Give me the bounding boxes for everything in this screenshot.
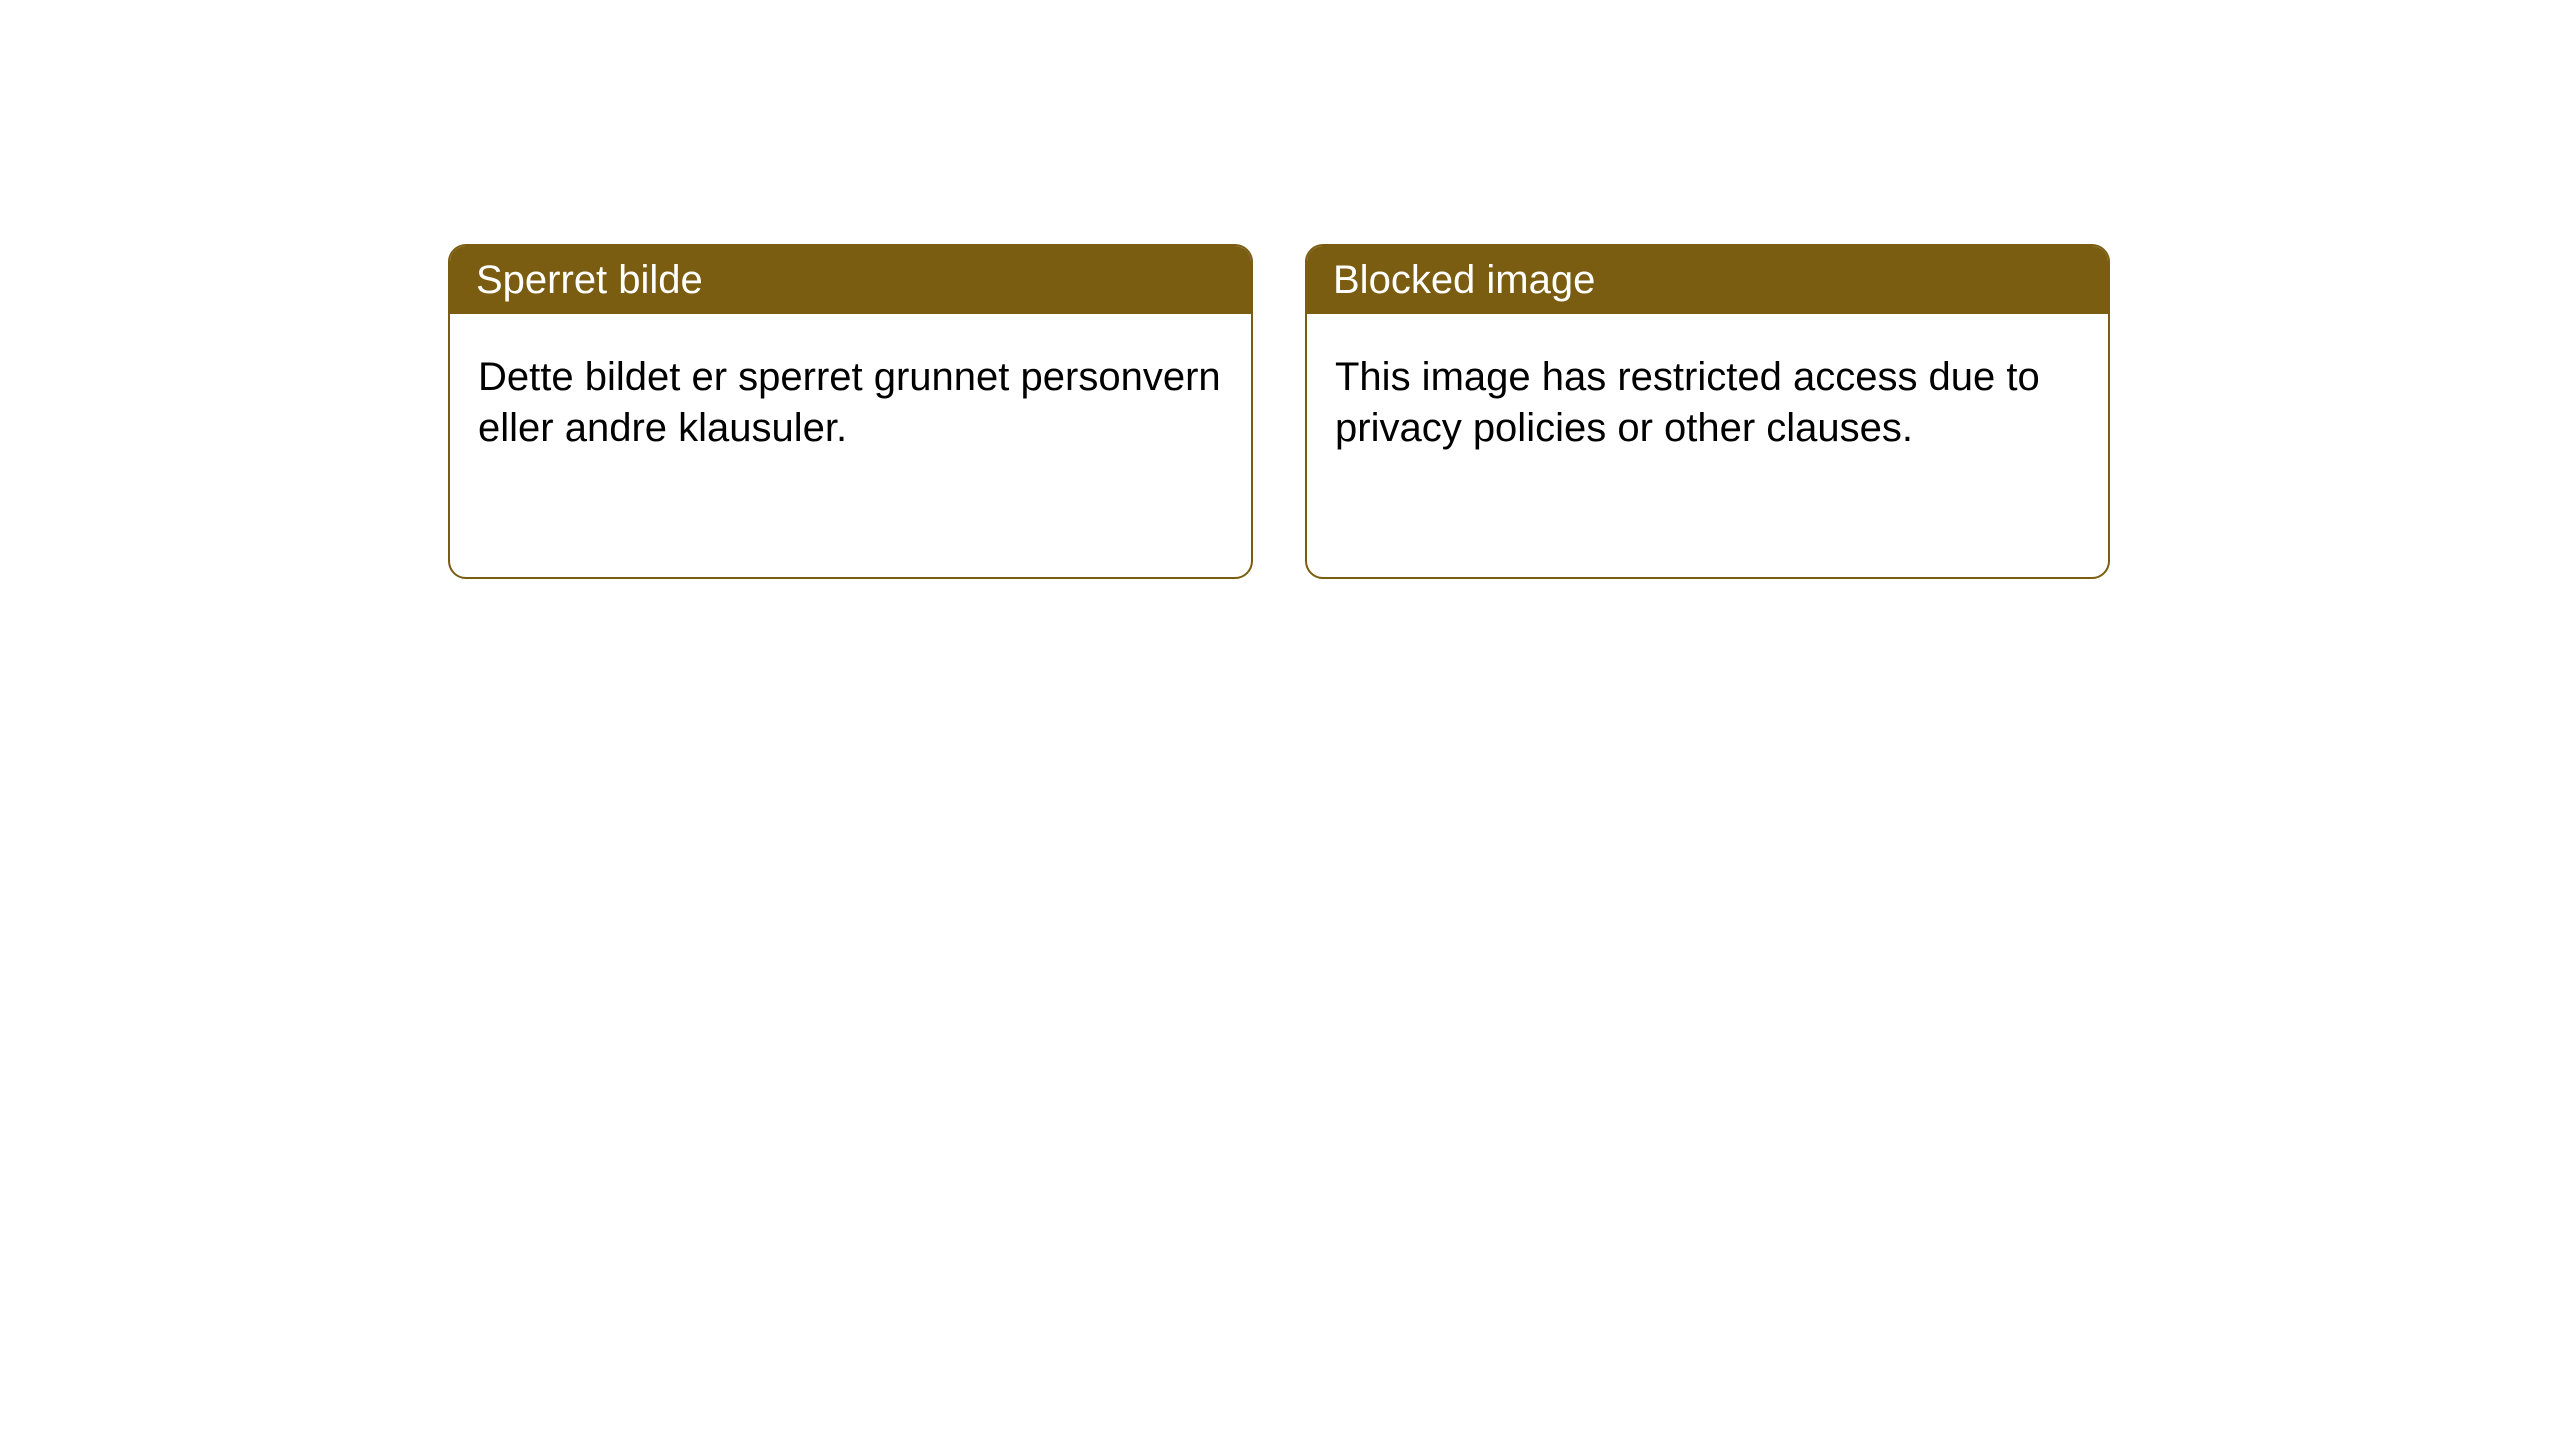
notice-title: Blocked image	[1307, 246, 2108, 314]
notice-body: Dette bildet er sperret grunnet personve…	[450, 314, 1251, 492]
notices-container: Sperret bilde Dette bildet er sperret gr…	[0, 0, 2560, 579]
notice-box-english: Blocked image This image has restricted …	[1305, 244, 2110, 579]
notice-title: Sperret bilde	[450, 246, 1251, 314]
notice-body: This image has restricted access due to …	[1307, 314, 2108, 492]
notice-box-norwegian: Sperret bilde Dette bildet er sperret gr…	[448, 244, 1253, 579]
